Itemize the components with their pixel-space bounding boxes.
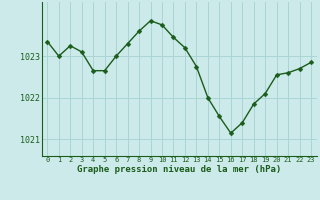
X-axis label: Graphe pression niveau de la mer (hPa): Graphe pression niveau de la mer (hPa) bbox=[77, 165, 281, 174]
